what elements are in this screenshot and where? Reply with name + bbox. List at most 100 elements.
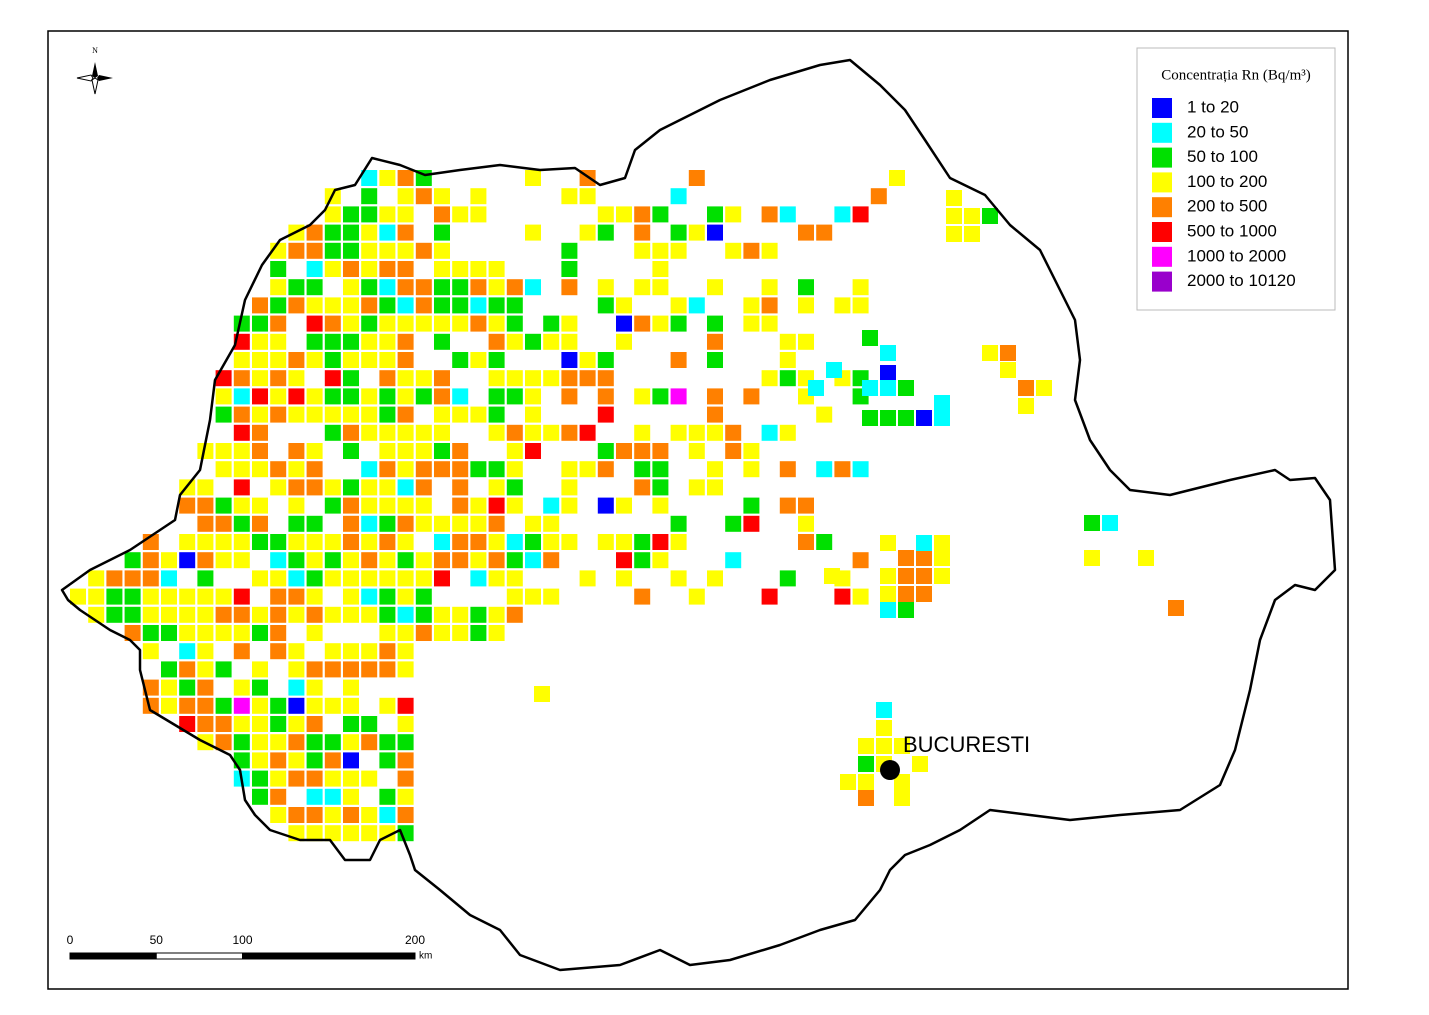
cell (725, 552, 742, 569)
cell (233, 388, 250, 405)
cell (488, 297, 505, 314)
cell (470, 497, 487, 514)
cell (946, 190, 962, 206)
cell (379, 315, 396, 332)
cell (361, 315, 378, 332)
cell (652, 206, 669, 223)
cell (452, 315, 469, 332)
cell (397, 261, 414, 277)
cell (288, 716, 305, 732)
cell (761, 206, 778, 223)
cell (252, 606, 268, 623)
cell (142, 606, 159, 623)
cell (488, 424, 505, 441)
cell (324, 370, 341, 387)
cell (197, 643, 214, 660)
cell (415, 279, 432, 296)
cell (415, 188, 432, 205)
cell (506, 479, 523, 496)
cell (270, 279, 287, 296)
cell (288, 443, 305, 459)
cell (379, 534, 396, 550)
cell (616, 297, 632, 314)
cell (343, 279, 359, 296)
cell (252, 734, 268, 751)
cell (1000, 362, 1016, 378)
scale-segment (242, 952, 416, 960)
cell (434, 388, 450, 405)
cell (397, 242, 414, 259)
cell (379, 279, 396, 296)
cell (707, 424, 723, 441)
cell (525, 370, 541, 387)
cell (233, 497, 250, 514)
cell (561, 333, 578, 350)
cell (306, 570, 323, 587)
cell (816, 406, 833, 423)
cell (525, 424, 541, 441)
cell (288, 297, 305, 314)
cell (934, 535, 950, 551)
cell (142, 679, 159, 696)
cell (488, 606, 505, 623)
north-arrow: N (76, 46, 113, 95)
cell (106, 606, 123, 623)
cell (324, 297, 341, 314)
cell (252, 424, 268, 441)
cell (179, 643, 196, 660)
cell (270, 370, 287, 387)
cell (197, 661, 214, 678)
cell (379, 734, 396, 751)
cell (306, 443, 323, 459)
cell (252, 661, 268, 678)
cell (452, 552, 469, 569)
cell (270, 770, 287, 787)
cell (506, 297, 523, 314)
cell (543, 515, 560, 532)
cell (452, 497, 469, 514)
cell (506, 370, 523, 387)
cell (270, 697, 287, 714)
cell (397, 770, 414, 787)
cell (670, 388, 687, 405)
cell (470, 570, 487, 587)
cell (652, 497, 669, 514)
cell (343, 716, 359, 732)
cell (343, 752, 359, 769)
cell (379, 807, 396, 823)
cell (324, 206, 341, 223)
cell (688, 297, 705, 314)
cell (252, 461, 268, 478)
cell (306, 697, 323, 714)
cell (324, 388, 341, 405)
cell (652, 315, 669, 332)
cell (1102, 515, 1118, 531)
cell (343, 297, 359, 314)
cell (470, 606, 487, 623)
cell (452, 261, 469, 277)
cell (306, 588, 323, 605)
cell (534, 686, 550, 702)
cell (816, 224, 833, 241)
cell (397, 534, 414, 550)
cell (397, 479, 414, 496)
cell (470, 406, 487, 423)
cell (415, 606, 432, 623)
cell (1084, 550, 1100, 566)
cell (361, 770, 378, 787)
cell (343, 352, 359, 368)
legend-label: 20 to 50 (1187, 122, 1248, 141)
cell (306, 679, 323, 696)
cell (252, 497, 268, 514)
cell (215, 734, 232, 751)
cell (252, 315, 268, 332)
cell (343, 788, 359, 805)
cell (452, 443, 469, 459)
cell (488, 479, 505, 496)
cell (288, 370, 305, 387)
cell (858, 738, 874, 754)
cell (561, 279, 578, 296)
cell (397, 333, 414, 350)
cell (306, 279, 323, 296)
